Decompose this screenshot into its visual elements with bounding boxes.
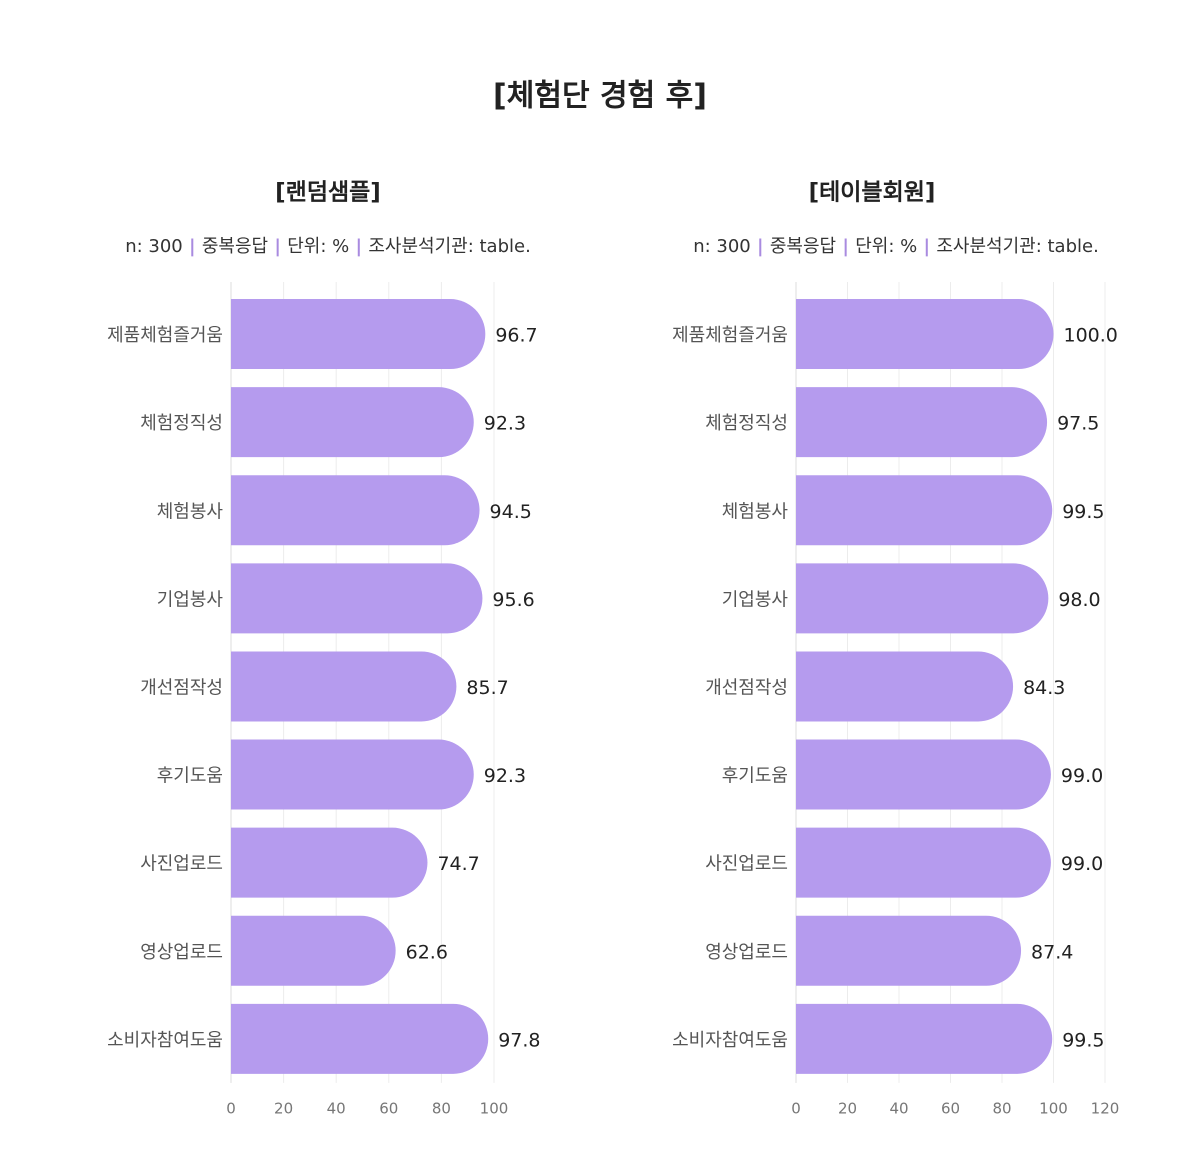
- x-tick-label: 40: [889, 1099, 908, 1117]
- value-label: 94.5: [490, 501, 532, 523]
- value-label: 84.3: [1023, 677, 1065, 699]
- category-label: 사진업로드: [705, 854, 788, 875]
- x-tick-label: 60: [941, 1099, 960, 1117]
- notes: n: 300 | 중복응답 | 단위: % | 조사분석기관: table.: [125, 236, 531, 257]
- bar: [231, 915, 396, 986]
- value-label: 99.0: [1061, 765, 1103, 787]
- bar: [796, 915, 1022, 986]
- category-label: 개선점작성: [705, 677, 788, 698]
- value-label: 95.6: [492, 589, 534, 611]
- value-label: 99.5: [1062, 1029, 1104, 1051]
- bar: [796, 1003, 1053, 1074]
- notes: n: 300 | 중복응답 | 단위: % | 조사분석기관: table.: [693, 236, 1099, 257]
- note: 조사분석기관: table.: [368, 236, 530, 257]
- category-label: 기업봉사: [722, 589, 789, 610]
- value-label: 92.3: [484, 765, 526, 787]
- category-label: 영상업로드: [140, 942, 223, 963]
- category-label: 체험봉사: [157, 501, 224, 522]
- bar: [231, 827, 428, 898]
- category-label: 제품체험즐거움: [672, 325, 788, 346]
- bar: [231, 1003, 489, 1074]
- chart-title: [테이블회원]: [809, 180, 936, 206]
- category-label: 후기도움: [157, 766, 223, 787]
- category-label: 영상업로드: [705, 942, 788, 963]
- bar: [796, 827, 1051, 898]
- page-title: [체험단 경험 후]: [493, 79, 707, 114]
- category-label: 체험정직성: [140, 413, 223, 434]
- bar: [796, 651, 1014, 722]
- value-label: 98.0: [1058, 589, 1100, 611]
- bar: [796, 387, 1048, 458]
- note: 중복응답: [202, 236, 268, 257]
- x-tick-label: 100: [1039, 1099, 1068, 1117]
- x-tick-label: 80: [992, 1099, 1011, 1117]
- value-label: 99.5: [1062, 501, 1104, 523]
- bar: [796, 475, 1053, 546]
- x-tick-label: 20: [838, 1099, 857, 1117]
- separator: |: [917, 236, 936, 257]
- category-label: 사진업로드: [140, 854, 223, 875]
- separator: |: [183, 236, 202, 257]
- value-label: 92.3: [484, 413, 526, 435]
- category-label: 체험봉사: [722, 501, 789, 522]
- value-label: 99.0: [1061, 853, 1103, 875]
- bar: [796, 563, 1049, 634]
- x-tick-label: 80: [432, 1099, 451, 1117]
- category-label: 후기도움: [722, 766, 788, 787]
- note: 단위: %: [287, 236, 349, 257]
- category-label: 기업봉사: [157, 589, 224, 610]
- bar: [231, 651, 457, 722]
- bar: [231, 475, 480, 546]
- value-label: 74.7: [437, 853, 479, 875]
- category-label: 개선점작성: [140, 677, 223, 698]
- bar: [231, 299, 486, 370]
- chart-title: [랜덤샘플]: [275, 180, 381, 206]
- bar: [796, 739, 1051, 810]
- value-label: 87.4: [1031, 941, 1073, 963]
- separator: |: [751, 236, 770, 257]
- separator: |: [349, 236, 368, 257]
- category-label: 체험정직성: [705, 413, 788, 434]
- value-label: 97.5: [1057, 413, 1099, 435]
- bar: [231, 387, 474, 458]
- category-label: 소비자참여도움: [672, 1030, 788, 1051]
- note: 단위: %: [855, 236, 917, 257]
- x-tick-label: 20: [274, 1099, 293, 1117]
- value-label: 85.7: [466, 677, 508, 699]
- x-tick-label: 100: [480, 1099, 509, 1117]
- category-label: 소비자참여도움: [107, 1030, 223, 1051]
- x-tick-label: 40: [327, 1099, 346, 1117]
- value-label: 97.8: [498, 1029, 540, 1051]
- value-label: 62.6: [406, 941, 448, 963]
- note: n: 300: [693, 236, 751, 257]
- x-tick-label: 120: [1091, 1099, 1120, 1117]
- separator: |: [836, 236, 855, 257]
- x-tick-label: 0: [791, 1099, 801, 1117]
- separator: |: [268, 236, 287, 257]
- x-tick-label: 0: [226, 1099, 236, 1117]
- bar: [231, 739, 474, 810]
- note: n: 300: [125, 236, 183, 257]
- bar: [796, 299, 1054, 370]
- category-label: 제품체험즐거움: [107, 325, 223, 346]
- note: 중복응답: [770, 236, 836, 257]
- bar: [231, 563, 483, 634]
- x-tick-label: 60: [379, 1099, 398, 1117]
- value-label: 96.7: [495, 325, 537, 347]
- value-label: 100.0: [1064, 325, 1118, 347]
- note: 조사분석기관: table.: [936, 236, 1098, 257]
